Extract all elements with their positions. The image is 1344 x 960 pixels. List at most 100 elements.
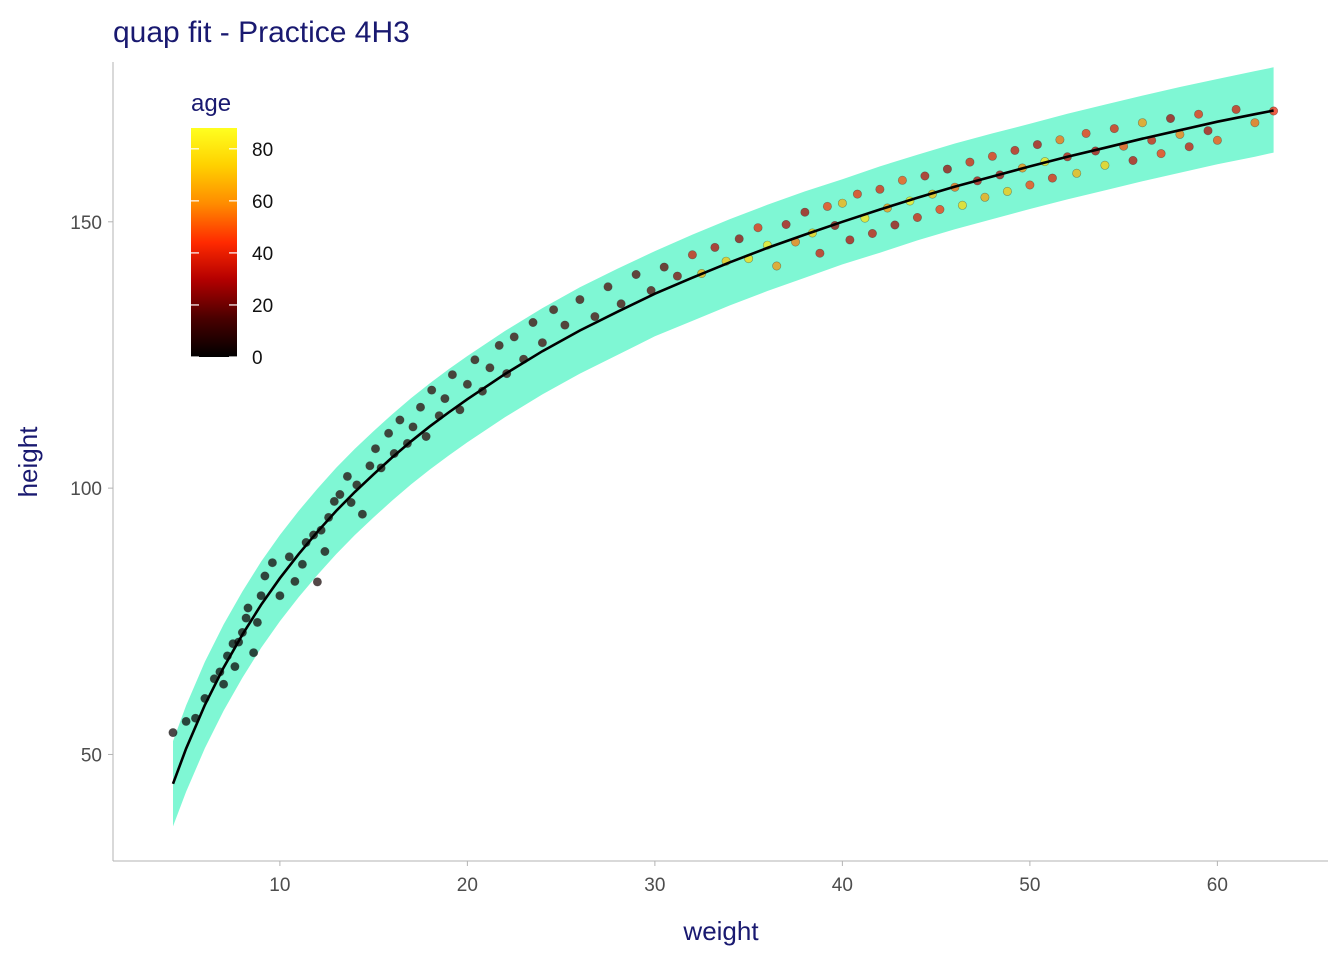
data-point bbox=[243, 603, 253, 613]
prediction-interval-band bbox=[173, 67, 1274, 827]
data-point bbox=[1231, 104, 1241, 114]
data-point bbox=[1047, 173, 1057, 183]
data-point bbox=[837, 198, 847, 208]
data-point bbox=[357, 509, 367, 519]
data-point bbox=[616, 299, 626, 309]
data-point bbox=[252, 617, 262, 627]
data-point bbox=[1100, 160, 1110, 170]
data-point bbox=[734, 234, 744, 244]
data-point bbox=[710, 242, 720, 252]
legend-tick-label: 20 bbox=[252, 296, 273, 317]
data-point bbox=[384, 428, 394, 438]
data-point bbox=[980, 192, 990, 202]
data-point bbox=[290, 576, 300, 586]
data-point bbox=[753, 223, 763, 233]
data-point bbox=[549, 305, 559, 315]
y-tick-label: 100 bbox=[70, 479, 102, 500]
data-point bbox=[342, 471, 352, 481]
data-point bbox=[494, 340, 504, 350]
interval-band-layer bbox=[173, 67, 1274, 827]
data-point bbox=[249, 648, 259, 658]
data-point bbox=[447, 370, 457, 380]
data-point bbox=[1002, 186, 1012, 196]
data-point bbox=[800, 207, 810, 217]
data-point bbox=[1137, 118, 1147, 128]
data-point bbox=[1072, 168, 1082, 178]
data-point bbox=[935, 205, 945, 215]
y-tick-label: 50 bbox=[81, 745, 102, 766]
data-point bbox=[1128, 156, 1138, 166]
data-point bbox=[890, 220, 900, 230]
fit-line-layer bbox=[171, 109, 1274, 785]
data-point bbox=[875, 184, 885, 194]
data-point bbox=[1184, 142, 1194, 152]
points-layer bbox=[168, 104, 1279, 738]
y-tick-label: 150 bbox=[70, 213, 102, 234]
data-point bbox=[256, 591, 266, 601]
color-legend: age 0 20 40 60 80 bbox=[191, 90, 273, 369]
data-point bbox=[260, 571, 270, 581]
data-point bbox=[1194, 109, 1204, 119]
data-point bbox=[815, 248, 825, 258]
data-point bbox=[320, 546, 330, 556]
legend-colorbar bbox=[191, 128, 237, 357]
data-point bbox=[408, 422, 418, 432]
data-point bbox=[230, 662, 240, 672]
x-tick-label: 50 bbox=[1019, 875, 1040, 896]
data-point bbox=[1081, 128, 1091, 138]
legend-tick-label: 40 bbox=[252, 244, 273, 265]
data-point bbox=[537, 338, 547, 348]
data-point bbox=[168, 728, 178, 738]
data-point bbox=[942, 164, 952, 174]
x-tick-label: 60 bbox=[1207, 875, 1228, 896]
data-point bbox=[335, 489, 345, 499]
x-tick-label: 40 bbox=[832, 875, 853, 896]
data-point bbox=[1055, 135, 1065, 145]
data-point bbox=[1166, 114, 1176, 124]
data-point bbox=[659, 262, 669, 272]
data-point bbox=[560, 320, 570, 330]
chart-title: quap fit - Practice 4H3 bbox=[113, 16, 410, 49]
data-point bbox=[672, 271, 682, 281]
data-point bbox=[470, 355, 480, 365]
data-point bbox=[415, 402, 425, 412]
legend-title: age bbox=[191, 90, 231, 117]
axis-ticks-layer: 10 20 30 40 50 60 50 100 150 bbox=[70, 213, 1228, 896]
y-axis-title: height bbox=[13, 426, 43, 498]
data-point bbox=[509, 332, 519, 342]
x-tick-label: 30 bbox=[644, 875, 665, 896]
data-point bbox=[603, 282, 613, 292]
data-point bbox=[772, 261, 782, 271]
data-point bbox=[528, 317, 538, 327]
x-tick-label: 20 bbox=[457, 875, 478, 896]
data-point bbox=[1010, 145, 1020, 155]
data-point bbox=[421, 431, 431, 441]
legend-ticks: 0 20 40 60 80 bbox=[191, 140, 273, 369]
data-point bbox=[957, 200, 967, 210]
data-point bbox=[370, 444, 380, 454]
data-point bbox=[329, 496, 339, 506]
data-point bbox=[427, 385, 437, 395]
data-point bbox=[987, 151, 997, 161]
data-point bbox=[912, 213, 922, 223]
x-tick-label: 10 bbox=[269, 875, 290, 896]
data-point bbox=[845, 235, 855, 245]
data-point bbox=[822, 201, 832, 211]
data-point bbox=[575, 295, 585, 305]
data-point bbox=[462, 379, 472, 389]
data-point bbox=[920, 171, 930, 181]
data-point bbox=[365, 461, 375, 471]
legend-tick-label: 80 bbox=[252, 140, 273, 161]
data-point bbox=[395, 415, 405, 425]
data-point bbox=[485, 363, 495, 373]
data-point bbox=[440, 394, 450, 404]
data-point bbox=[219, 679, 229, 689]
data-point bbox=[1203, 126, 1213, 136]
data-point bbox=[852, 189, 862, 199]
data-point bbox=[241, 613, 251, 623]
data-point bbox=[1212, 135, 1222, 145]
data-point bbox=[346, 497, 356, 507]
legend-tick-label: 0 bbox=[252, 348, 263, 369]
data-point bbox=[1156, 149, 1166, 159]
